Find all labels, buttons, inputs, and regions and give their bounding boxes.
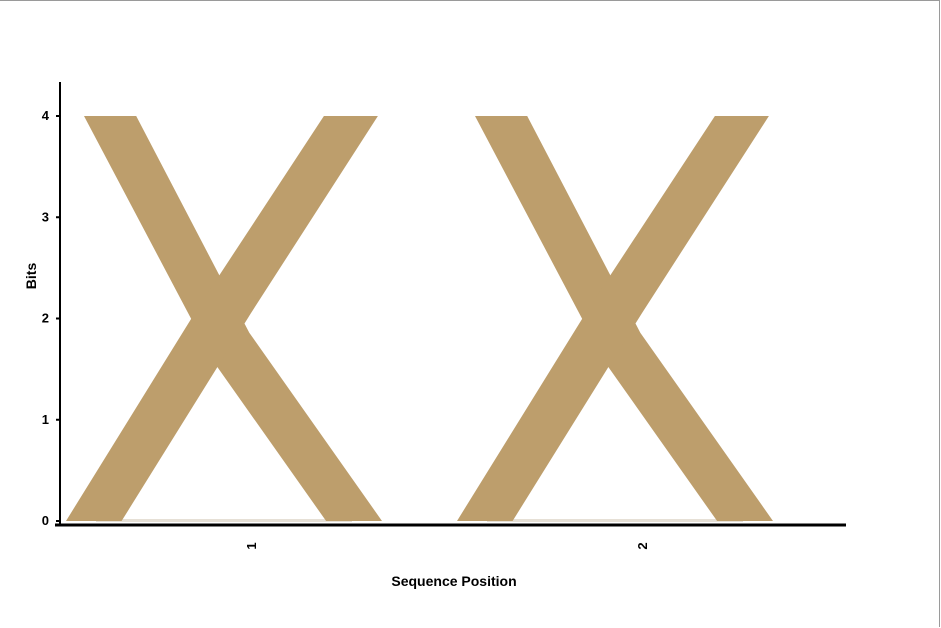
- baseline-residue: [96, 519, 352, 522]
- baseline-residue: [487, 519, 743, 522]
- letter-stroke-right: [66, 116, 378, 521]
- x-tick-label: 1: [244, 542, 259, 549]
- y-tick-label: 3: [42, 209, 49, 224]
- letter-stroke-right: [457, 116, 769, 521]
- x-axis-title: Sequence Position: [391, 573, 516, 589]
- y-tick-label: 4: [42, 108, 50, 123]
- y-axis-title: Bits: [23, 263, 39, 290]
- logo-letter-x: [457, 116, 773, 521]
- y-tick-label: 0: [42, 513, 49, 528]
- y-tick-label: 2: [42, 311, 49, 326]
- x-tick-label: 2: [635, 542, 650, 549]
- y-tick-label: 1: [42, 412, 49, 427]
- logo-letter-x: [66, 116, 382, 521]
